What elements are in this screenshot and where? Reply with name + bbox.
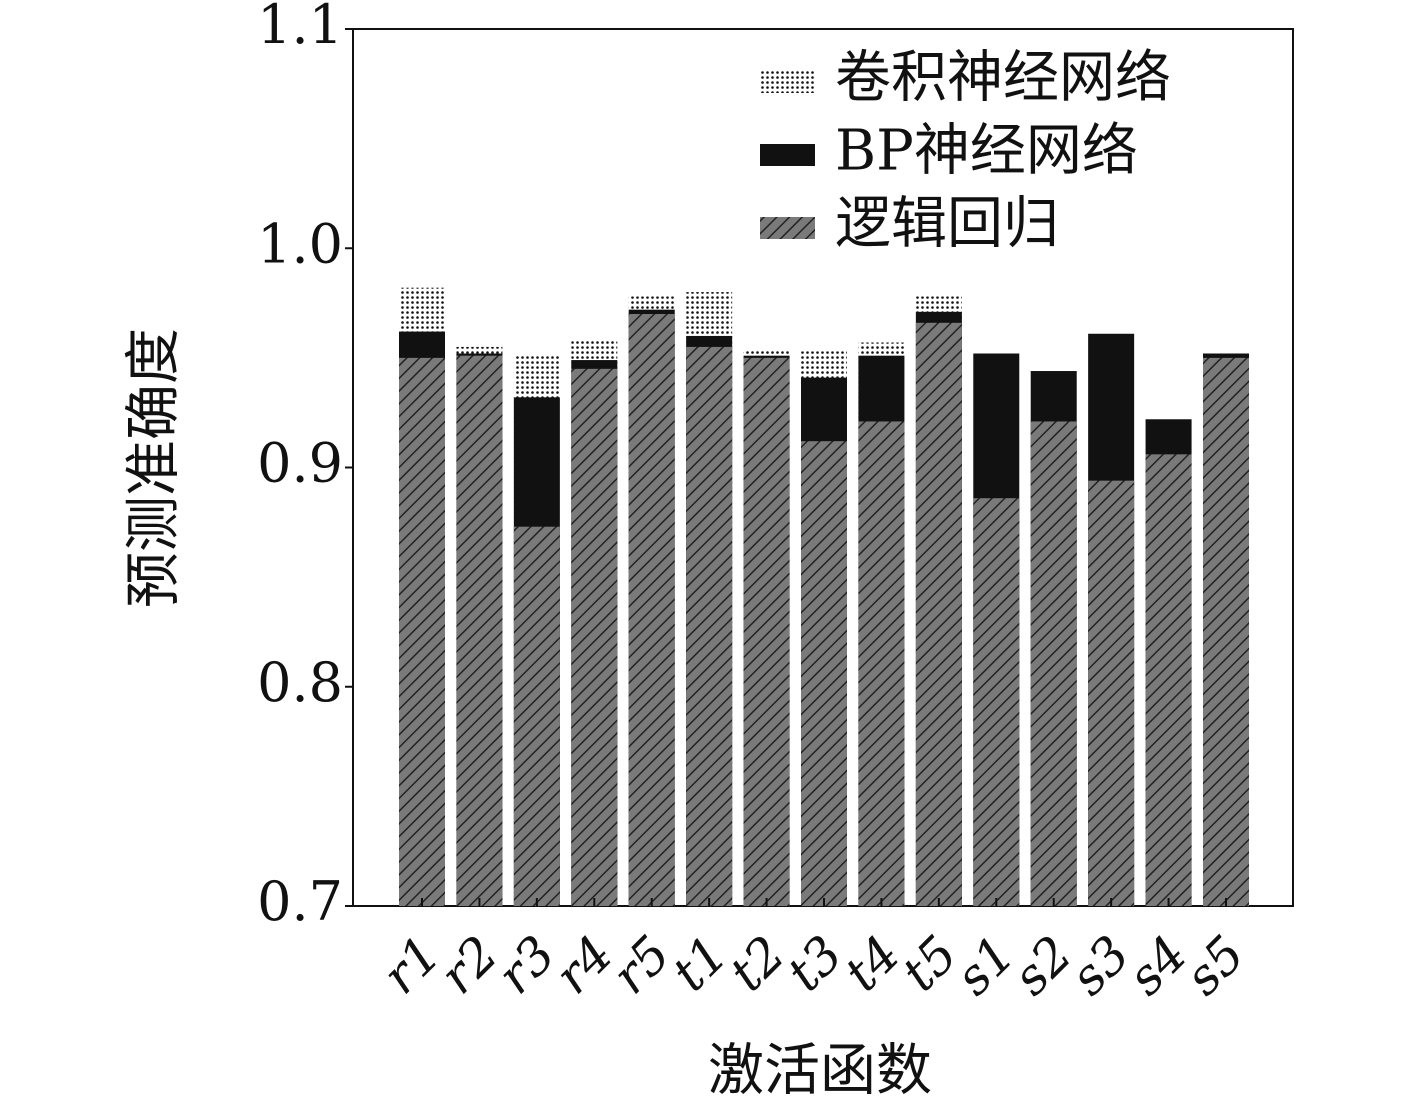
bar bbox=[513, 526, 560, 906]
bar bbox=[456, 355, 503, 906]
x-tick-label: s5 bbox=[1174, 925, 1256, 1007]
bar bbox=[915, 322, 962, 906]
legend-label: 逻辑回归 bbox=[835, 192, 1059, 257]
bar bbox=[628, 314, 675, 906]
bar bbox=[743, 357, 790, 906]
bar bbox=[571, 368, 618, 906]
bar bbox=[801, 441, 847, 906]
y-tick-label: 0.9 bbox=[257, 432, 343, 495]
bar bbox=[973, 498, 1020, 906]
bar bbox=[1030, 421, 1077, 906]
bar bbox=[1088, 480, 1135, 906]
y-tick-label: 1.1 bbox=[257, 0, 343, 56]
bar bbox=[1145, 454, 1192, 906]
y-tick-label: 1.0 bbox=[257, 212, 343, 275]
x-axis-label: 激活函数 bbox=[708, 1039, 932, 1104]
legend-swatch bbox=[760, 144, 815, 166]
legend-label: BP神经网络 bbox=[835, 119, 1138, 184]
bar bbox=[1203, 357, 1249, 906]
y-tick-label: 0.8 bbox=[257, 651, 343, 714]
bar bbox=[686, 346, 733, 907]
legend-swatch bbox=[760, 71, 815, 93]
bar bbox=[399, 357, 445, 906]
y-tick-label: 0.7 bbox=[257, 870, 343, 933]
bar bbox=[858, 421, 905, 906]
legend-label: 卷积神经网络 bbox=[835, 46, 1171, 111]
legend-swatch bbox=[760, 217, 815, 239]
y-axis-label: 预测准确度 bbox=[122, 328, 187, 608]
